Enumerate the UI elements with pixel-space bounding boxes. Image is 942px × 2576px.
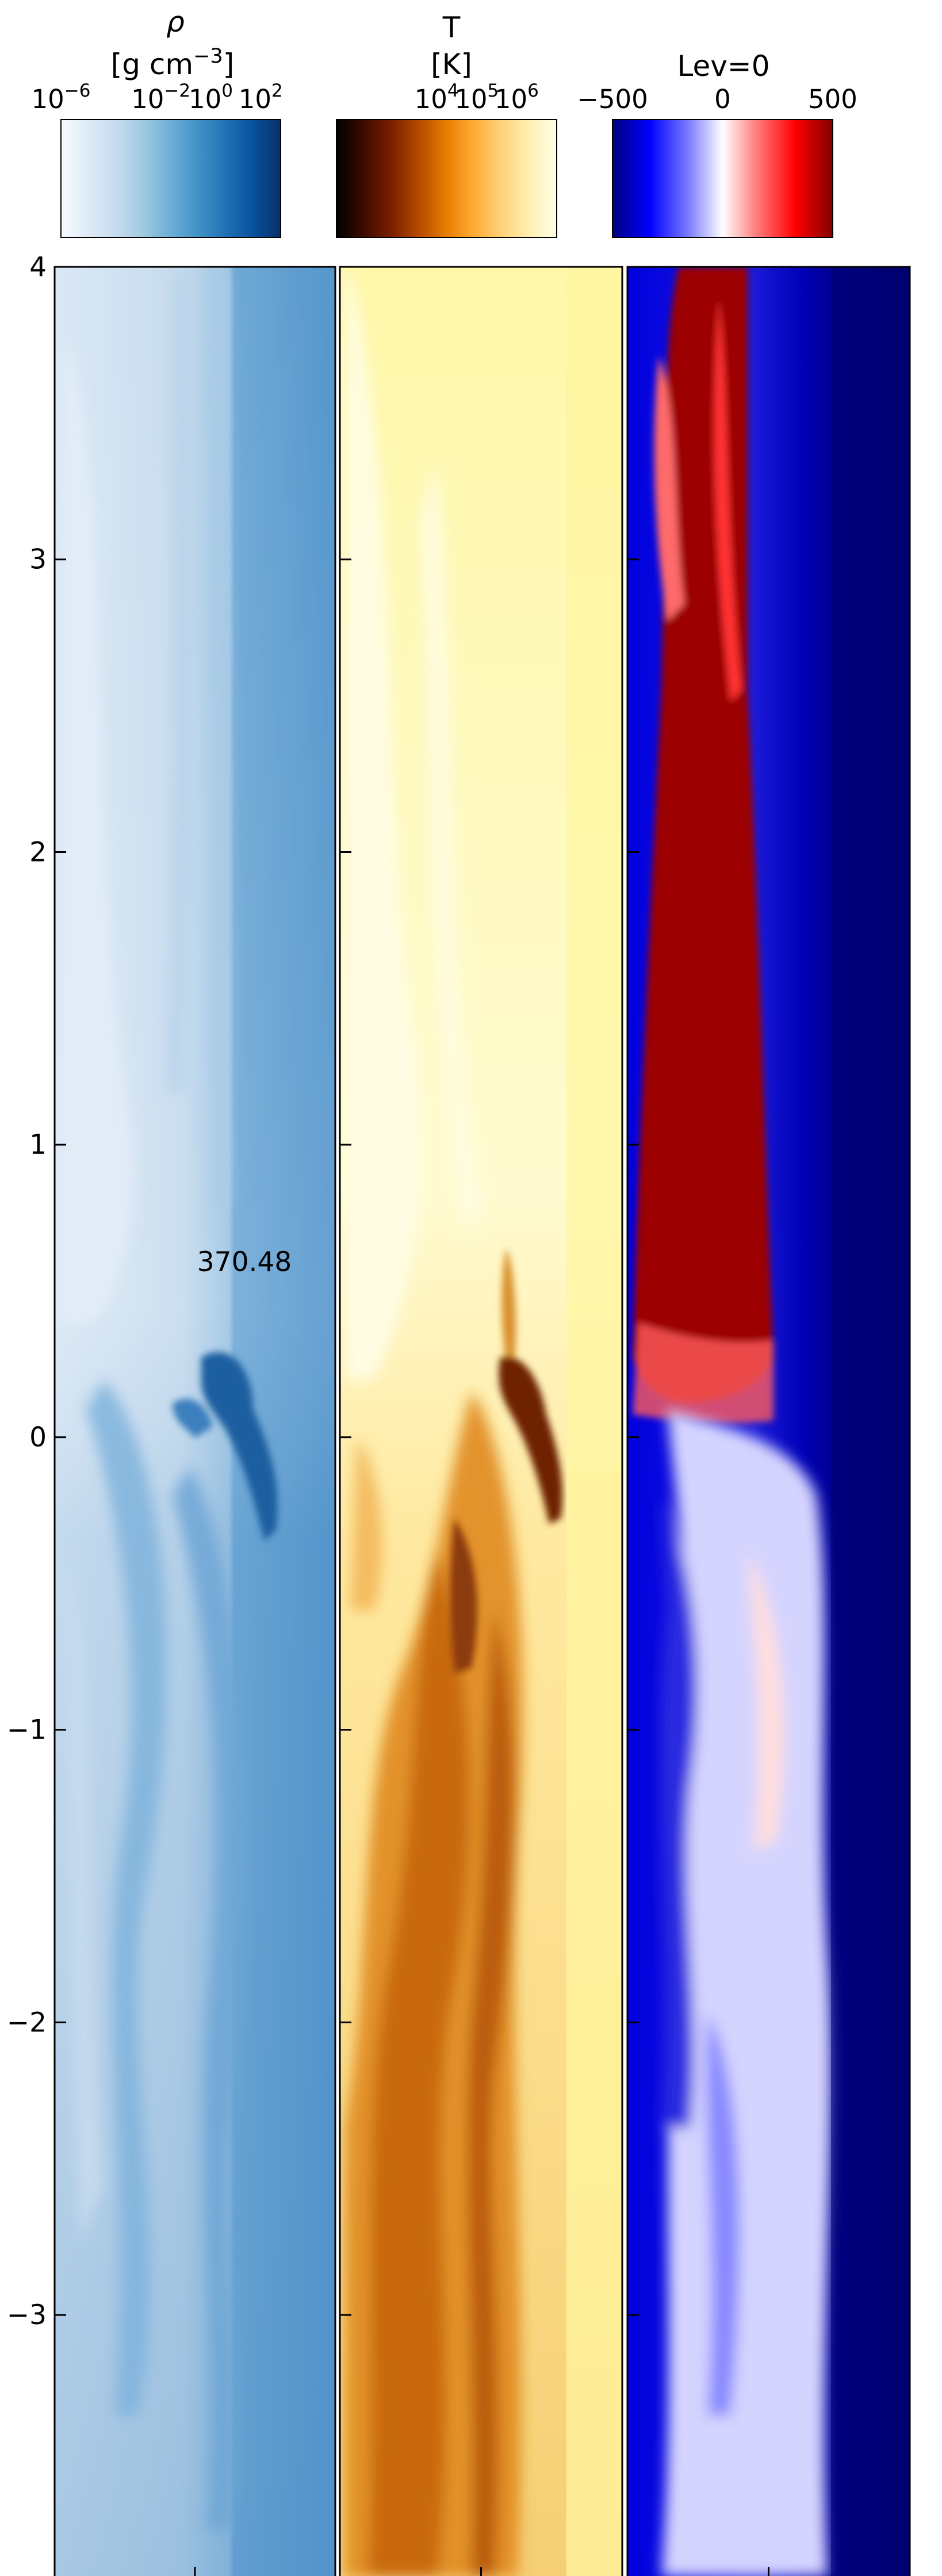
y-tick-label: −1 [7,1714,47,1746]
colorbar-tick-label: 500 [808,84,857,114]
y-tick-label: 2 [29,836,47,868]
velocity-mixed-zone [660,1409,832,2576]
colorbar-tick-label: 102 [239,81,283,114]
colorbar-velocity-gradient [612,119,833,238]
y-tick-label: −2 [7,2007,47,2038]
colorbar-velocity: Lev=0 −500 0 500 [577,49,857,238]
colorbar-tick-label: 104 [415,81,459,114]
panel-temperature [340,267,622,2576]
temperature-hot-plumes [345,270,483,1380]
y-tick-label: 0 [29,1422,47,1453]
panel-temperature-frame [339,266,623,2576]
colorbar-tick-label: 10−2 [131,81,190,114]
colorbar-tick-label: 106 [495,81,539,114]
colorbar-temperature-symbol: T [442,11,461,44]
panel-density: 370.48 [55,267,335,2576]
colorbar-tick-label: 100 [189,81,233,114]
figure-annotation: 370.48 [197,1246,292,1278]
colorbar-temperature-gradient [336,119,557,238]
density-structures [63,270,247,2531]
temperature-hot-outer-column [566,267,622,2576]
y-tick-label: 1 [29,1129,47,1161]
panel-velocity-frame [626,266,911,2576]
velocity-outflow [633,267,773,1423]
colorbar-density-unit: [g cm−3] [111,45,234,81]
temperature-cool-gas [345,1392,523,2576]
panel-density-frame [53,266,336,2576]
y-tick-label: 4 [29,251,47,283]
colorbar-tick-label: −500 [577,84,648,114]
colorbar-tick-label: 10−6 [32,81,91,114]
y-tick-label: −3 [7,2299,47,2331]
density-dense-core [173,1352,278,1541]
colorbar-velocity-label: Lev=0 [677,49,769,83]
colorbar-temperature-unit: [K] [431,48,472,81]
velocity-far-inflow-column [831,267,910,2576]
colorbar-density-gradient [60,119,281,238]
y-tick-label: 3 [29,544,47,576]
colorbar-density-symbol: ρ [166,5,185,39]
panel-velocity [627,267,910,2576]
temperature-cold-core [450,1248,563,1674]
colorbar-tick-label: 0 [714,84,731,114]
colorbar-tick-label: 105 [454,81,499,114]
